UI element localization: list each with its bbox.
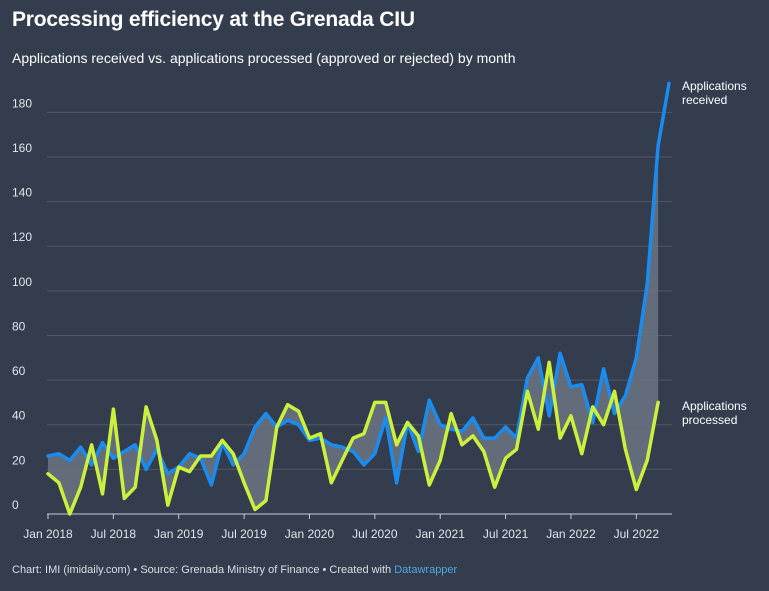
series-label: Applications received bbox=[682, 79, 747, 107]
x-tick-label: Jul 2021 bbox=[483, 527, 529, 541]
datawrapper-link[interactable]: Datawrapper bbox=[394, 564, 458, 576]
y-tick-label: 140 bbox=[12, 186, 32, 200]
chart-subtitle: Applications received vs. applications p… bbox=[12, 50, 516, 66]
footer-credits: Chart: IMI (imidaily.com) • Source: Gren… bbox=[12, 564, 395, 576]
x-axis: Jan 2018 Jul 2018 Jan 2019 Jul 2019 Jan 2020… bbox=[23, 514, 659, 541]
y-tick-label: 40 bbox=[12, 409, 26, 423]
chart-title: Processing efficiency at the Grenada CIU bbox=[12, 8, 415, 31]
y-tick-label: 180 bbox=[12, 96, 32, 110]
y-tick-label: 80 bbox=[12, 319, 26, 333]
y-tick-label: 20 bbox=[12, 453, 26, 467]
x-tick-label: Jul 2020 bbox=[352, 527, 398, 541]
series-end-labels: Applications received Applications processe… bbox=[682, 79, 747, 427]
x-tick-label: Jan 2022 bbox=[546, 527, 596, 541]
x-tick-label: Jan 2021 bbox=[416, 527, 466, 541]
x-tick-label: Jul 2019 bbox=[221, 527, 267, 541]
y-tick-label: 60 bbox=[12, 364, 26, 378]
y-axis: 0 20 40 60 80 100 120 140 160 180 bbox=[12, 96, 32, 512]
y-tick-label: 120 bbox=[12, 230, 32, 244]
y-tick-label: 0 bbox=[12, 498, 19, 512]
chart-footer: Chart: IMI (imidaily.com) • Source: Gren… bbox=[12, 564, 457, 576]
y-tick-label: 100 bbox=[12, 275, 32, 289]
series-line-processed bbox=[46, 360, 660, 516]
x-tick-label: Jan 2018 bbox=[23, 527, 73, 541]
series-label: Applications processed bbox=[682, 399, 747, 427]
x-tick-label: Jul 2018 bbox=[91, 527, 137, 541]
series-line-received bbox=[46, 81, 671, 487]
x-tick-label: Jan 2019 bbox=[154, 527, 204, 541]
x-tick-label: Jul 2022 bbox=[614, 527, 660, 541]
x-tick-label: Jan 2020 bbox=[285, 527, 335, 541]
y-tick-label: 160 bbox=[12, 141, 32, 155]
